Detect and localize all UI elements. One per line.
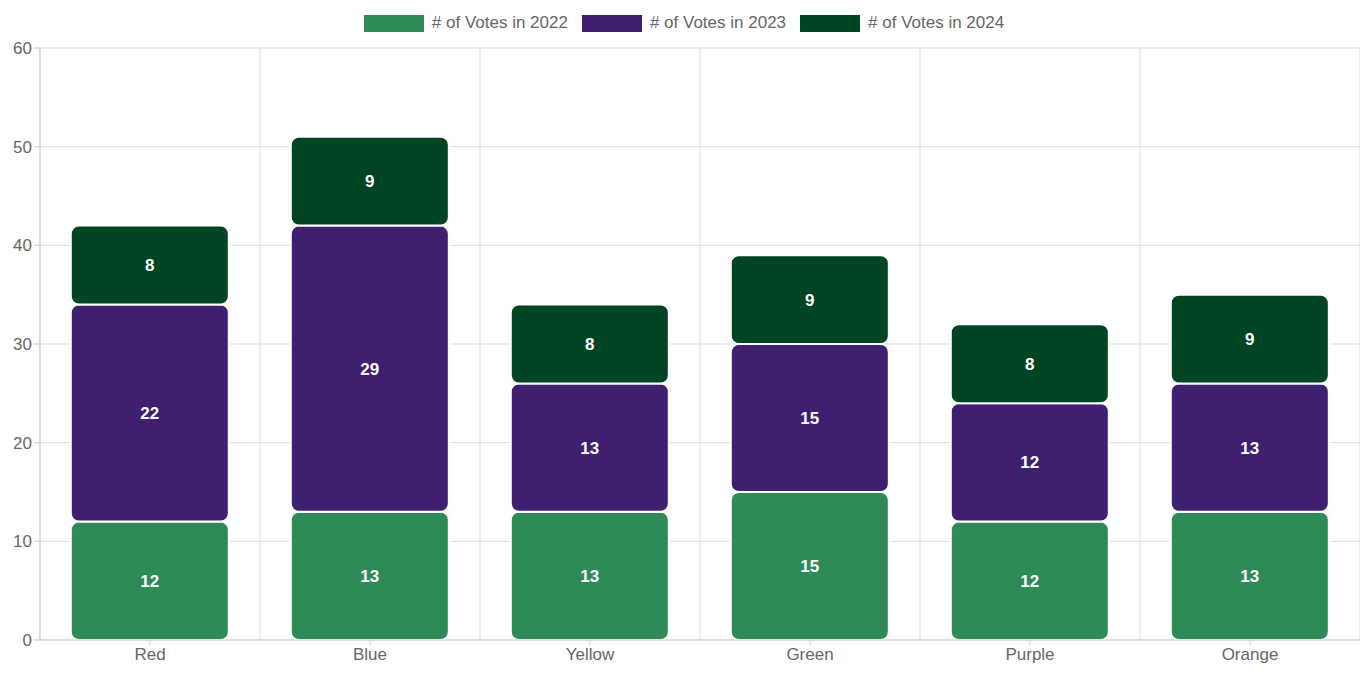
svg-text:8: 8 — [145, 256, 154, 275]
svg-text:29: 29 — [360, 360, 379, 379]
svg-text:13: 13 — [1240, 439, 1259, 458]
svg-text:12: 12 — [1020, 453, 1039, 472]
svg-text:50: 50 — [13, 138, 32, 157]
svg-text:20: 20 — [13, 434, 32, 453]
html-text:# of Votes in 2024: # of Votes in 2024 — [868, 13, 1005, 32]
svg-text:13: 13 — [580, 439, 599, 458]
html-text:# of Votes in 2022: # of Votes in 2022 — [431, 13, 568, 32]
svg-text:9: 9 — [805, 291, 814, 310]
html-text:# of Votes in 2023: # of Votes in 2023 — [649, 13, 786, 32]
svg-text:13: 13 — [1240, 567, 1259, 586]
svg-text:13: 13 — [360, 567, 379, 586]
svg-text:12: 12 — [1020, 572, 1039, 591]
svg-text:22: 22 — [140, 404, 159, 423]
svg-text:13: 13 — [580, 567, 599, 586]
svg-text:9: 9 — [1245, 330, 1254, 349]
svg-text:15: 15 — [800, 557, 819, 576]
svg-text:40: 40 — [13, 236, 32, 255]
svg-text:12: 12 — [140, 572, 159, 591]
svg-text:Yellow: Yellow — [566, 645, 615, 664]
svg-text:0: 0 — [23, 631, 32, 650]
svg-text:Orange: Orange — [1222, 645, 1279, 664]
svg-text:9: 9 — [365, 172, 374, 191]
svg-text:15: 15 — [800, 409, 819, 428]
svg-text:10: 10 — [13, 532, 32, 551]
svg-text:Blue: Blue — [353, 645, 387, 664]
svg-text:30: 30 — [13, 335, 32, 354]
svg-text:Red: Red — [134, 645, 165, 664]
svg-text:Green: Green — [786, 645, 833, 664]
svg-text:8: 8 — [1025, 355, 1034, 374]
svg-text:Purple: Purple — [1005, 645, 1054, 664]
svg-text:60: 60 — [13, 39, 32, 58]
svg-text:8: 8 — [585, 335, 594, 354]
